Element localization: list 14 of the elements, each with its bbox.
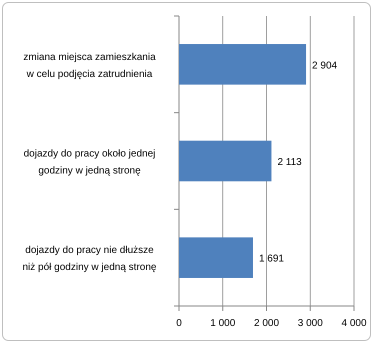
- bar: [179, 140, 272, 182]
- y-tick-label: zmiana miejsca zamieszkania w celu podjęcia zatrudnienia: [23, 52, 156, 80]
- data-label: 2 113: [277, 157, 302, 168]
- data-label: 1 691: [258, 254, 284, 265]
- x-tick-label: 1 000: [210, 318, 236, 329]
- x-tick-label: 4 000: [341, 318, 367, 329]
- bar: [179, 237, 253, 278]
- x-tick-label: 0: [176, 318, 182, 329]
- data-label: 2 904: [312, 60, 338, 72]
- x-tick-label: 2 000: [254, 318, 280, 329]
- bar: [179, 44, 306, 85]
- x-tick-label: 3 000: [298, 318, 324, 329]
- y-tick-label: dojazdy do pracy około jednej godziny w jedną stronę: [24, 148, 156, 176]
- y-tick-label: dojazdy do pracy nie dłuższe niż pół godziny w jedną stronę: [22, 245, 157, 274]
